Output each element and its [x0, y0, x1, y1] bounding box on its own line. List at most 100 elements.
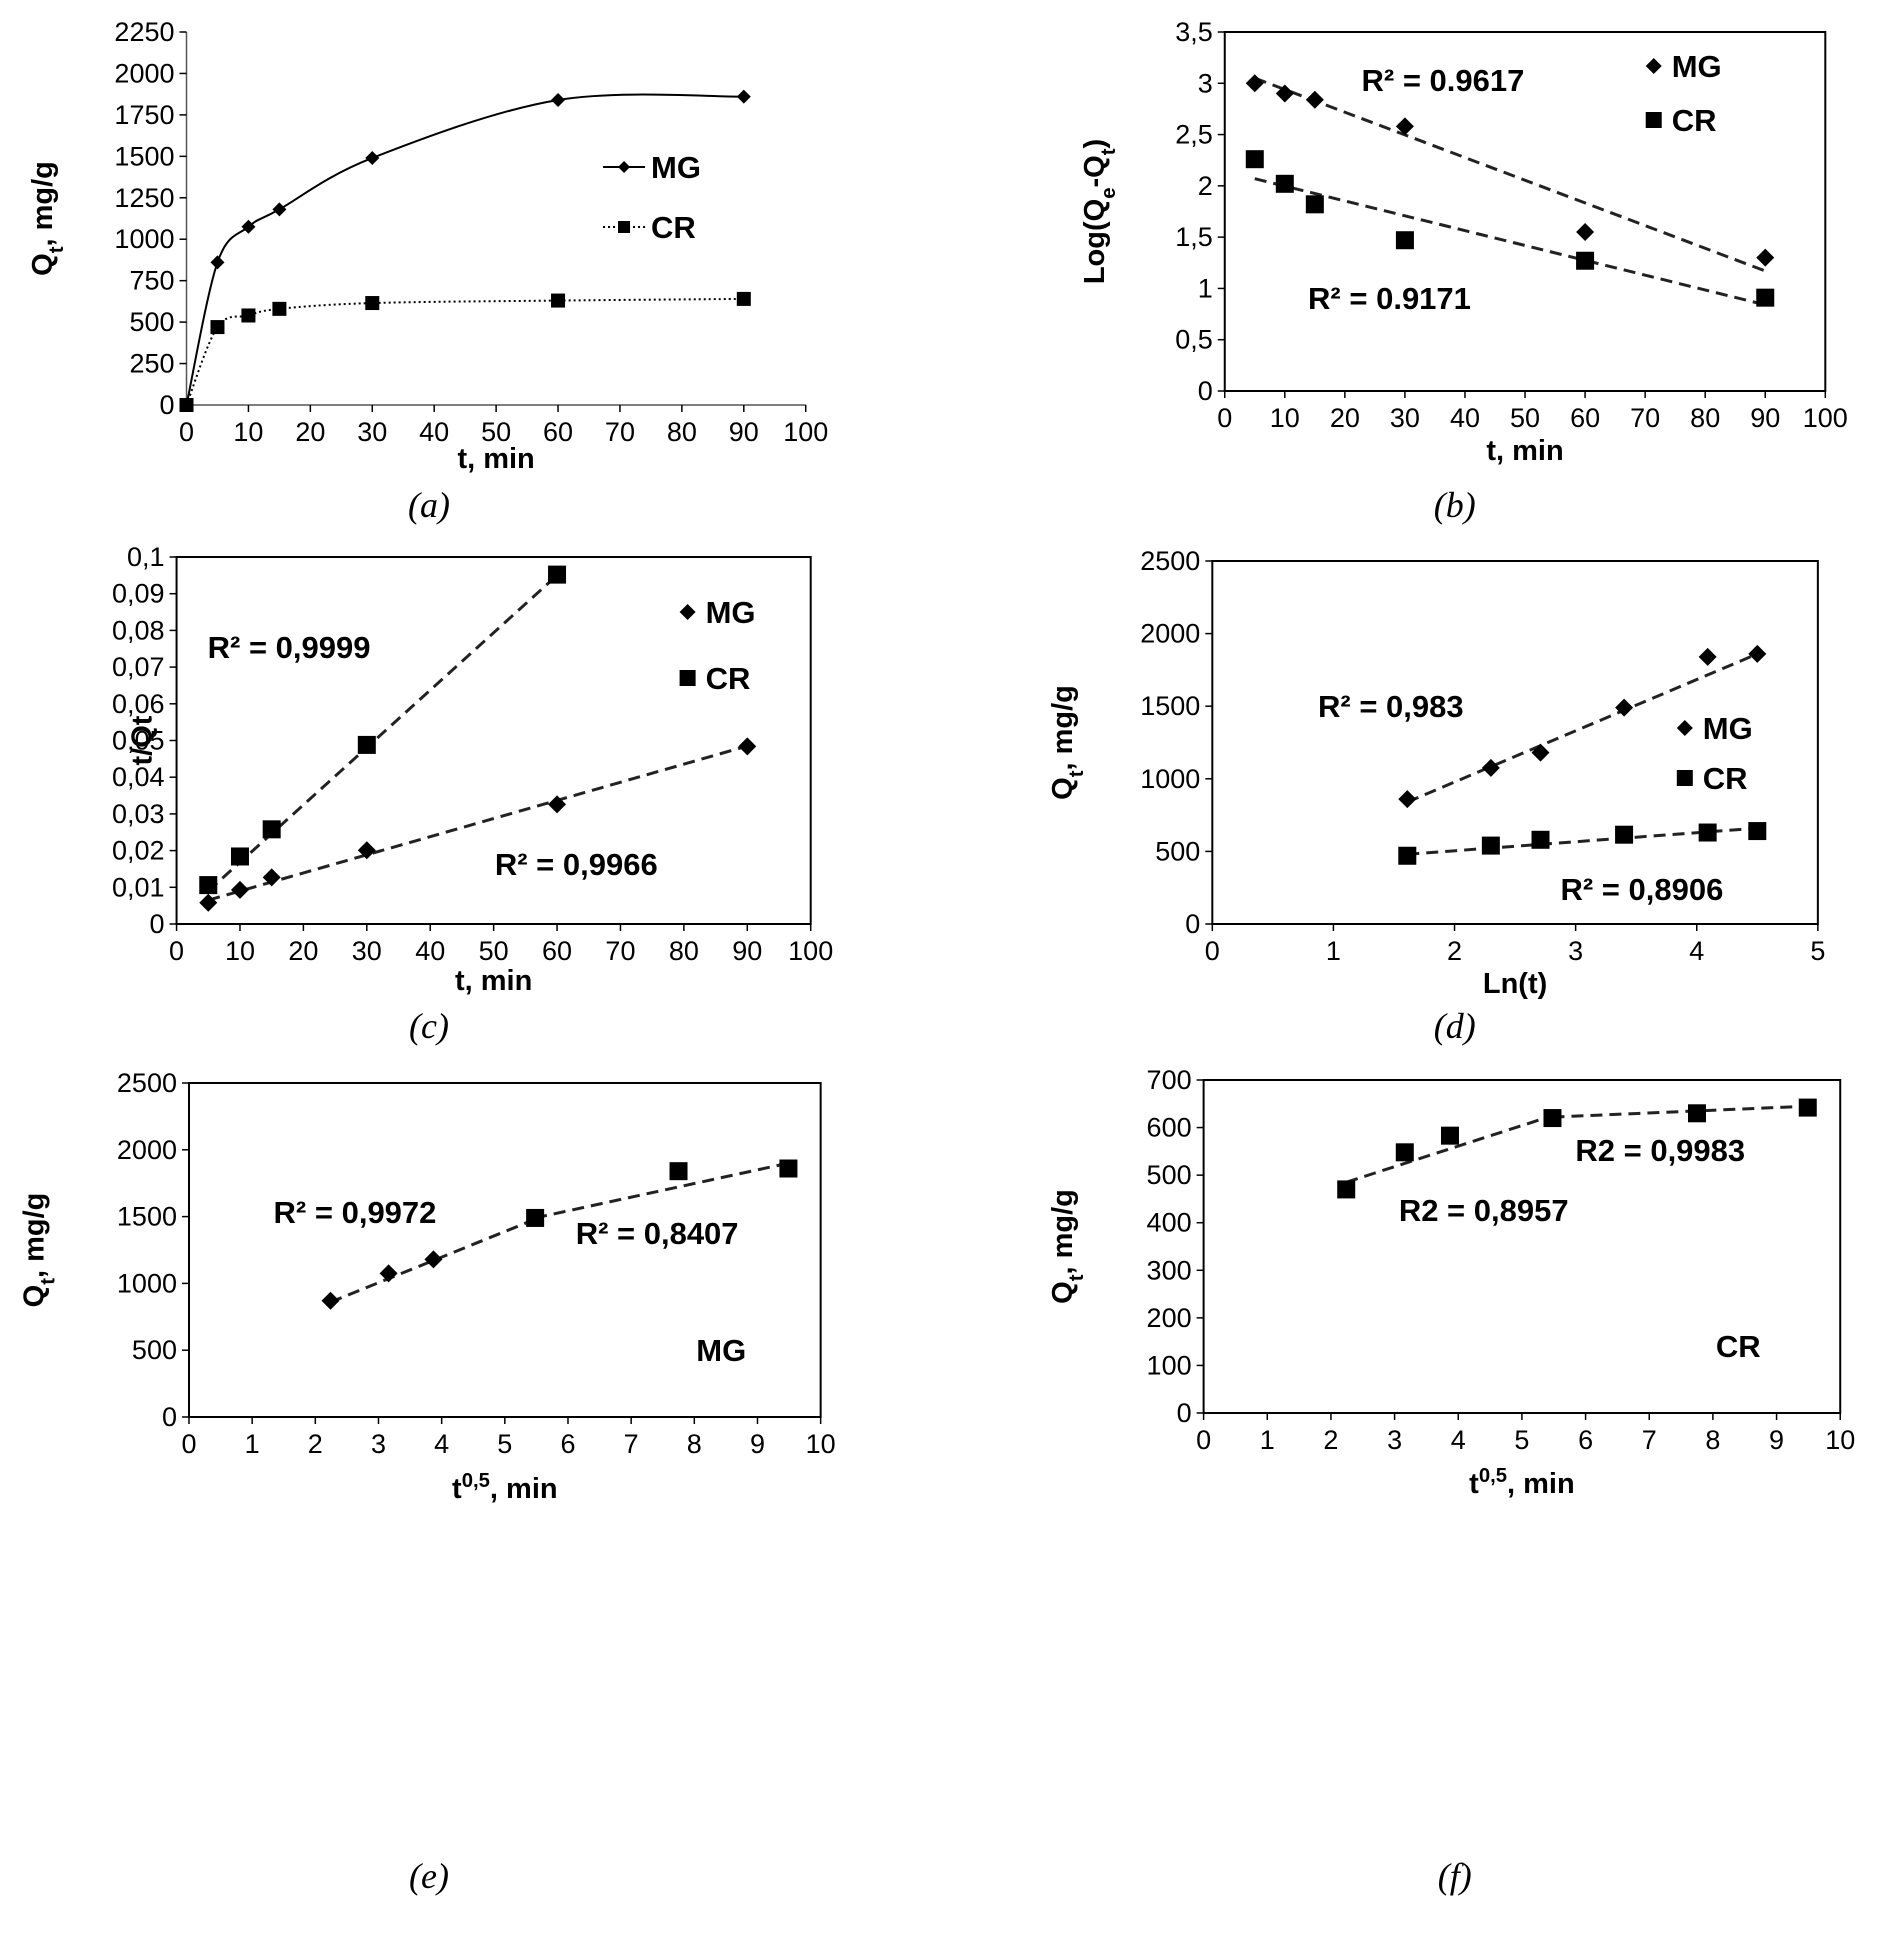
x-tick-label: 20: [288, 936, 318, 966]
caption: (c): [409, 1006, 449, 1046]
annotation: MG: [696, 1333, 746, 1368]
marker-diamond: [548, 795, 567, 814]
y-tick-label: 1000: [1140, 764, 1200, 794]
y-tick-label: 1750: [114, 100, 174, 130]
label-sub: t: [38, 1278, 60, 1285]
caption: (b): [1434, 485, 1476, 525]
marker-diamond: [262, 868, 281, 887]
x-tick-label: 3: [1568, 936, 1583, 966]
x-tick-label: 40: [419, 417, 449, 447]
x-tick-label: 10: [806, 1429, 836, 1459]
x-tick-label: 0: [1205, 936, 1220, 966]
marker-square: [272, 301, 287, 316]
x-tick-label: 2: [1323, 1425, 1338, 1455]
x-tick-label: 20: [295, 417, 325, 447]
marker-square: [365, 296, 380, 311]
y-tick-label: 1500: [114, 141, 174, 171]
y-tick-label: 3,5: [1175, 17, 1213, 47]
marker-square: [241, 308, 256, 323]
x-tick-label: 7: [1642, 1425, 1657, 1455]
marker-square: [736, 291, 751, 306]
x-tick-label: 9: [1769, 1425, 1784, 1455]
legend-marker: [618, 221, 631, 233]
marker-diamond: [321, 1291, 340, 1310]
trend-line: [1552, 1104, 1808, 1119]
y-tick-label: 0: [159, 390, 174, 420]
y-tick-label: 3: [1198, 68, 1213, 98]
x-tick-label: 70: [1630, 403, 1660, 433]
marker-square: [1798, 1098, 1817, 1117]
caption: (e): [409, 1856, 449, 1896]
label-part: t: [452, 1473, 462, 1505]
y-tick-label: 0: [150, 909, 165, 939]
label-part: Q: [27, 253, 59, 276]
annotation: CR: [1716, 1329, 1761, 1364]
y-tick-label: 500: [1147, 1160, 1192, 1190]
marker-square: [1748, 822, 1767, 841]
legend-label: MG: [1672, 49, 1722, 84]
marker-square: [1245, 150, 1264, 169]
y-tick-label: 2500: [117, 1068, 177, 1098]
y-tick-label: 2000: [114, 58, 174, 88]
marker-diamond: [199, 893, 218, 912]
y-axis-title: Qt, mg/g: [1047, 685, 1088, 800]
label-sub: t: [46, 246, 68, 253]
x-tick-label: 60: [543, 417, 573, 447]
label-sub: e: [1098, 188, 1120, 199]
marker-square: [1543, 1109, 1562, 1128]
marker-square: [1481, 836, 1500, 855]
x-tick-label: 5: [1810, 936, 1825, 966]
x-tick-label: 5: [1514, 1425, 1529, 1455]
caption: (d): [1434, 1006, 1476, 1046]
marker-square: [1576, 251, 1595, 270]
x-tick-label: 90: [729, 417, 759, 447]
x-tick-label: 90: [1750, 403, 1780, 433]
x-tick-label: 30: [357, 417, 387, 447]
y-axis-title: Qt, mg/g: [1047, 1189, 1088, 1304]
marker-square: [179, 398, 194, 412]
y-tick-label: 1250: [114, 183, 174, 213]
y-tick-label: 1,5: [1175, 222, 1213, 252]
plot-frame: [1211, 560, 1819, 925]
x-tick-label: 0: [1217, 403, 1232, 433]
x-tick-label: 40: [415, 936, 445, 966]
marker-square: [1395, 231, 1414, 250]
y-tick-label: 1: [1198, 273, 1213, 303]
y-tick-label: 500: [1155, 836, 1200, 866]
legend-label: MG: [1703, 711, 1753, 746]
x-tick-label: 6: [560, 1429, 575, 1459]
x-tick-label: 50: [481, 417, 511, 447]
y-tick-label: 0,01: [112, 872, 165, 902]
y-tick-label: 0,07: [112, 652, 165, 682]
label-part: -Q: [1079, 155, 1111, 187]
caption: (f): [1438, 1856, 1472, 1896]
legend-marker: [1645, 58, 1662, 74]
annotation: R² = 0.9171: [1308, 281, 1471, 316]
y-tick-label: 0: [1185, 909, 1200, 939]
x-tick-label: 40: [1450, 403, 1480, 433]
x-tick-label: 0: [1196, 1425, 1211, 1455]
y-tick-label: 300: [1147, 1255, 1192, 1285]
marker-diamond: [241, 219, 256, 234]
trend-line: [1254, 177, 1766, 307]
marker-square: [262, 820, 281, 839]
y-tick-label: 500: [129, 307, 174, 337]
x-tick-label: 100: [1803, 403, 1848, 433]
label-sub: t: [1098, 148, 1120, 155]
marker-diamond: [272, 202, 287, 217]
x-tick-label: 20: [1330, 403, 1360, 433]
x-tick-label: 30: [1390, 403, 1420, 433]
x-axis-title: t, min: [1486, 435, 1563, 467]
x-tick-label: 0: [179, 417, 194, 447]
x-tick-label: 100: [783, 417, 828, 447]
legend-marker: [618, 161, 631, 173]
marker-square: [357, 735, 376, 754]
x-tick-label: 60: [542, 936, 572, 966]
annotation: R² = 0,983: [1318, 689, 1464, 724]
x-tick-label: 10: [233, 417, 263, 447]
x-tick-label: 0: [169, 936, 184, 966]
legend-marker: [679, 670, 696, 686]
marker-diamond: [551, 92, 566, 107]
y-tick-label: 0,05: [112, 726, 165, 756]
caption: (a): [408, 485, 450, 525]
